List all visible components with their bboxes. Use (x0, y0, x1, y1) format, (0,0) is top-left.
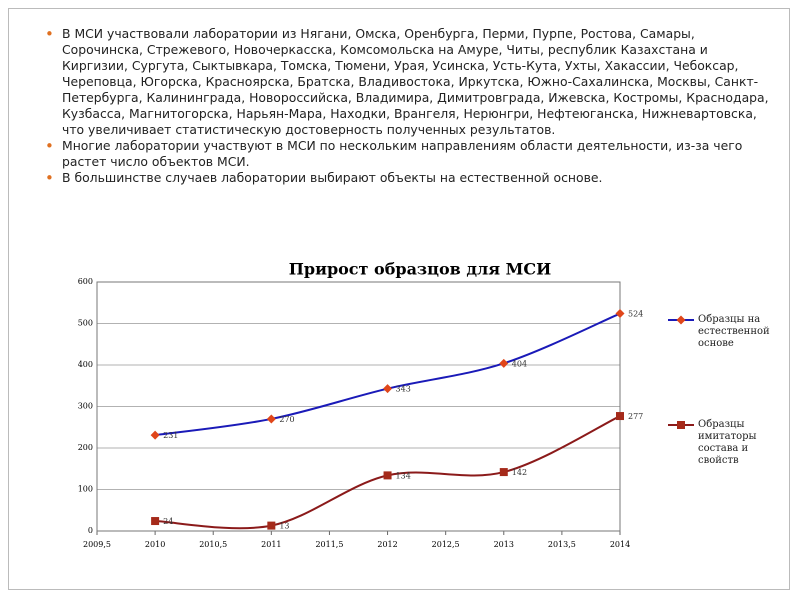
y-tick-label: 500 (78, 319, 93, 328)
y-tick-label: 400 (78, 360, 93, 369)
x-tick-label: 2009,5 (83, 540, 111, 549)
plot-frame (96, 281, 621, 532)
x-tick-label: 2013 (494, 540, 514, 549)
point (499, 358, 509, 368)
data-label: 13 (279, 522, 289, 531)
point (383, 384, 393, 394)
y-tick-label: 600 (78, 277, 93, 286)
chart-title: Прирост образцов для МСИ (289, 260, 551, 279)
y-tick-label: 300 (78, 402, 93, 411)
data-label: 343 (396, 385, 411, 394)
data-label: 24 (163, 517, 173, 526)
point (267, 521, 276, 530)
legend-label: Образцы на естественной основе (698, 314, 770, 349)
point (383, 471, 392, 480)
data-label: 231 (163, 431, 178, 440)
point (266, 414, 276, 424)
x-tick-label: 2012 (377, 540, 397, 549)
x-tick-label: 2010 (145, 540, 165, 549)
point (616, 412, 624, 421)
data-label: 270 (279, 415, 294, 424)
slide-frame (8, 8, 790, 590)
bullet: Многие лаборатории участвуют в МСИ по не… (45, 138, 775, 170)
data-label: 404 (512, 359, 527, 368)
bullet-list: В МСИ участвовали лаборатории из Нягани,… (45, 26, 775, 186)
data-label: 524 (628, 310, 643, 319)
x-tick-label: 2014 (610, 540, 630, 549)
y-tick-label: 0 (88, 526, 93, 535)
x-tick-label: 2012,5 (432, 540, 460, 549)
series-line (154, 312, 621, 437)
y-tick-label: 200 (78, 443, 93, 452)
data-label: 277 (628, 412, 643, 421)
data-label: 142 (512, 468, 527, 477)
legend-label: Образцы имитаторы состава и свойств (698, 419, 757, 466)
x-tick-label: 2011,5 (315, 540, 343, 549)
legend-marker (677, 421, 685, 429)
point (151, 517, 160, 526)
point (615, 309, 625, 319)
bullet: В большинстве случаев лаборатории выбира… (45, 170, 775, 186)
data-label: 134 (396, 471, 411, 480)
bullet: В МСИ участвовали лаборатории из Нягани,… (45, 26, 775, 138)
legend-marker (676, 315, 686, 325)
x-tick-label: 2010,5 (199, 540, 227, 549)
y-tick-label: 100 (78, 485, 93, 494)
x-tick-label: 2013,5 (548, 540, 576, 549)
point (499, 468, 508, 477)
point (150, 430, 160, 440)
x-tick-label: 2011 (261, 540, 281, 549)
